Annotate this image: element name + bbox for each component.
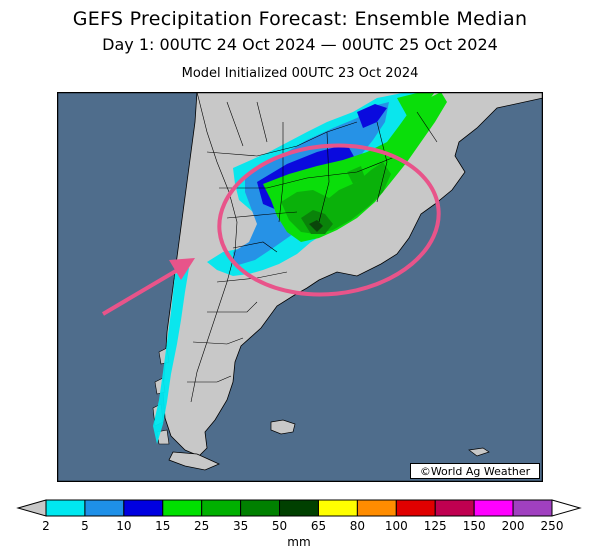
annotation-arrow-head — [169, 258, 195, 280]
precipitation-map — [57, 92, 543, 482]
colorbar-segment — [162, 499, 203, 517]
colorbar-segment — [395, 499, 436, 517]
colorbar-tick-label: 35 — [233, 519, 248, 533]
model-initialized: Model Initialized 00UTC 23 Oct 2024 — [181, 66, 419, 81]
map-frame — [57, 92, 543, 482]
colorbar-tick-label: 150 — [463, 519, 486, 533]
precipitation-field — [153, 92, 447, 444]
colorbar-segment — [84, 499, 125, 517]
colorbar-segment — [356, 499, 397, 517]
precip-cyan-south — [153, 268, 189, 444]
precip-green-50 — [309, 220, 323, 232]
colorbar-tick-label: 10 — [116, 519, 131, 533]
annotation — [101, 143, 441, 316]
colorbar-tick-label: 250 — [541, 519, 564, 533]
colorbar-tick-label: 2 — [42, 519, 50, 533]
colorbar-under-arrow — [16, 499, 47, 517]
colorbar-segment — [201, 499, 242, 517]
colorbar-tick-label: 125 — [424, 519, 447, 533]
colorbar-segment — [434, 499, 475, 517]
map-title: GEFS Precipitation Forecast: Ensemble Me… — [72, 8, 528, 30]
colorbar-unit-label: mm — [287, 535, 310, 548]
colorbar-segment — [512, 499, 553, 517]
colorbar-tick-label: 5 — [81, 519, 89, 533]
land-tierra-del-fuego — [168, 451, 220, 471]
colorbar-segment — [279, 499, 319, 517]
colorbar-over-arrow — [551, 499, 582, 517]
land-south-georgia — [468, 447, 490, 457]
credit-label: ©World Ag Weather — [410, 463, 540, 479]
colorbar-tick-label: 80 — [350, 519, 365, 533]
colorbar-segment — [123, 499, 164, 517]
colorbar-segment — [45, 499, 86, 517]
colorbar-segment — [240, 499, 281, 517]
annotation-circle — [217, 143, 441, 297]
precip-green-north — [397, 92, 435, 116]
colorbar-tick-label: 65 — [311, 519, 326, 533]
annotation-arrow-shaft — [101, 266, 183, 316]
precip-blue-north — [357, 104, 387, 128]
colorbar-tick-label: 15 — [155, 519, 170, 533]
colorbar-tick-label: 50 — [272, 519, 287, 533]
colorbar-segment — [473, 499, 514, 517]
valid-period: Day 1: 00UTC 24 Oct 2024 — 00UTC 25 Oct … — [102, 35, 498, 54]
colorbar-tick-label: 100 — [385, 519, 408, 533]
land-falklands — [270, 419, 296, 435]
colorbar-segment — [317, 499, 358, 517]
colorbar-tick-label: 200 — [502, 519, 525, 533]
colorbar-tick-label: 25 — [194, 519, 209, 533]
